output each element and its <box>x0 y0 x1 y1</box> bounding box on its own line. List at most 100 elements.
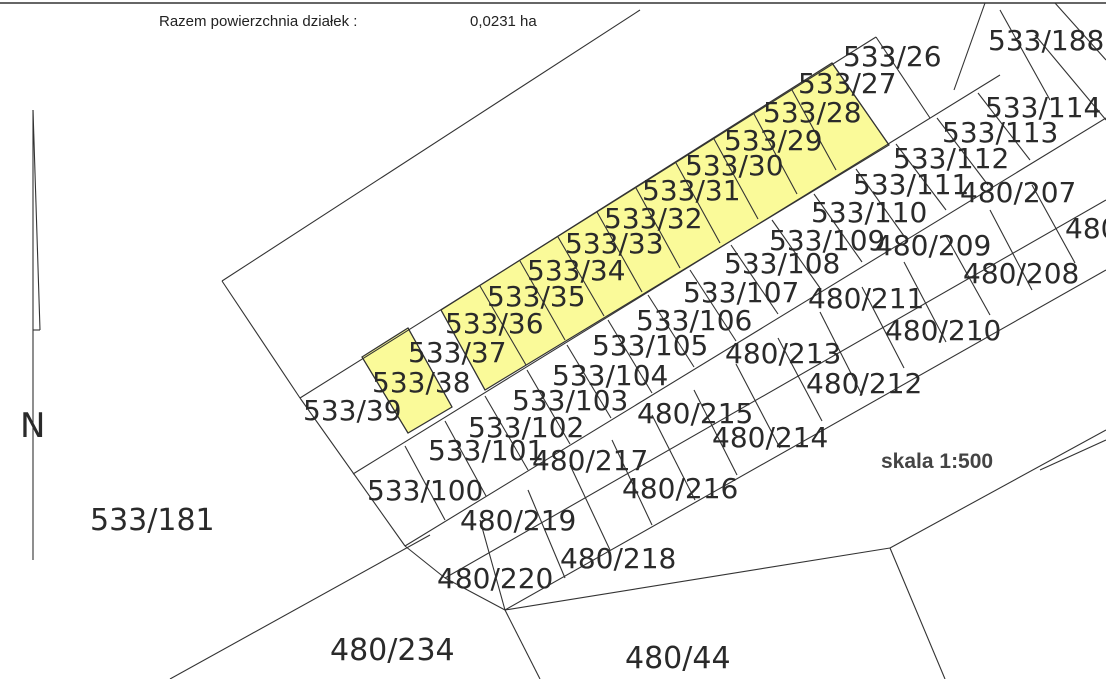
parcel-label-533-32: 533/32 <box>604 202 703 235</box>
parcel-divider-line <box>936 117 989 186</box>
parcel-divider-line <box>361 356 409 434</box>
parcel-divider-line <box>407 327 453 408</box>
parcel-divider-line <box>855 168 905 237</box>
parcel-label-480-213: 480/213 <box>725 337 841 370</box>
parcel-label-533-188: 533/188 <box>988 24 1104 57</box>
parcel-label-480-217: 480/217 <box>532 444 648 477</box>
parcel-divider-line <box>647 294 695 368</box>
parcel-divider-line <box>753 113 798 195</box>
parcel-divider-line <box>566 344 612 419</box>
parcel-label-480-220: 480/220 <box>437 562 553 595</box>
parcel-divider-line <box>735 363 781 449</box>
parcel-label-533-36: 533/36 <box>445 307 544 340</box>
parcel-divider-line <box>713 138 759 220</box>
parcel-divider-line <box>861 286 905 369</box>
parcel-dividers <box>361 36 1076 611</box>
parcel-label-533-112: 533/112 <box>893 142 1009 175</box>
parcel-label-480-209: 480/209 <box>875 229 991 262</box>
area-label: Razem powierzchnia działek : <box>159 13 358 30</box>
parcel-divider-line <box>989 209 1033 291</box>
parcel-label-533-108: 533/108 <box>724 247 840 280</box>
parcel-label-533-39: 533/39 <box>303 394 402 427</box>
parcel-label-480-215: 480/215 <box>637 397 753 430</box>
parcel-label-533-100: 533/100 <box>367 474 483 507</box>
parcel-label-533-35: 533/35 <box>487 280 586 313</box>
parcel-divider-line <box>831 62 890 146</box>
parcel-label-533-110: 533/110 <box>811 196 927 229</box>
parcel-label-533-105: 533/105 <box>592 329 708 362</box>
parcel-divider-line <box>519 260 566 341</box>
parcel-label-480-210: 480/210 <box>885 314 1001 347</box>
parcel-divider-line <box>689 269 737 342</box>
parcel-divider-line <box>771 219 821 289</box>
parcel-lines <box>32 2 1106 680</box>
parcel-divider-line <box>596 211 643 293</box>
parcel-divider-line <box>895 143 947 211</box>
parcel-divider-line <box>903 261 947 343</box>
north-label: N <box>20 406 45 446</box>
parcel-divider-line <box>819 311 863 396</box>
parcel-divider-line <box>557 236 605 317</box>
parcel-divider-line <box>479 285 527 366</box>
parcel-label-533-104: 533/104 <box>552 359 668 392</box>
parcel-label-533-106: 533/106 <box>636 304 752 337</box>
parcel-divider-line <box>651 414 696 501</box>
parcel-label-533-33: 533/33 <box>565 227 664 260</box>
parcel-label-533-26: 533/26 <box>843 40 942 73</box>
scale-label: skala 1:500 <box>881 450 994 473</box>
parcel-divider-line <box>607 319 653 394</box>
parcel-label-533-114: 533/114 <box>985 91 1101 124</box>
parcel-divider-line <box>693 389 738 476</box>
parcel-divider-line <box>440 309 486 391</box>
parcel-divider-line <box>444 420 487 497</box>
parcel-labels: 533/39533/38533/37533/36533/35533/34533/… <box>90 24 1106 676</box>
parcel-divider-line <box>813 193 863 263</box>
parcel-divider-line <box>675 162 721 244</box>
parcel-label-533-28: 533/28 <box>763 96 862 129</box>
parcel-divider-line <box>977 92 1031 161</box>
parcel-label-533-181: 533/181 <box>90 503 215 538</box>
parcel-label-533-103: 533/103 <box>512 384 628 417</box>
parcel-label-533-102: 533/102 <box>468 411 584 444</box>
parcel-divider-line <box>1031 184 1076 264</box>
parcel-divider-line <box>527 489 566 579</box>
parcel-label-480-219: 480/219 <box>460 504 576 537</box>
parcel-divider-line <box>945 235 991 316</box>
parcel-divider-line <box>635 187 681 269</box>
parcel-label-533-109: 533/109 <box>769 224 885 257</box>
parcel-label-533-27: 533/27 <box>798 67 897 100</box>
parcel-label-480-211: 480/211 <box>808 282 924 315</box>
parcel-divider-line <box>484 395 529 471</box>
parcel-label-533-30: 533/30 <box>685 149 784 182</box>
parcel-label-480-214: 480/214 <box>712 421 828 454</box>
parcel-divider-line <box>611 439 653 526</box>
parcel-label-533-31: 533/31 <box>642 174 741 207</box>
parcel-label-533-107: 533/107 <box>683 276 799 309</box>
area-value: 0,0231 ha <box>470 13 537 30</box>
parcel-label-480-234: 480/234 <box>330 633 455 668</box>
parcel-divider-line <box>526 369 571 445</box>
parcel-divider-line <box>479 519 506 611</box>
parcel-divider-line <box>875 36 931 119</box>
parcel-label-480: 480 <box>1065 212 1106 245</box>
parcel-divider-line <box>730 244 779 315</box>
parcel-label-480-218: 480/218 <box>560 542 676 575</box>
parcel-divider-line <box>777 337 823 422</box>
parcel-divider-line <box>791 89 837 171</box>
parcel-label-480-216: 480/216 <box>622 472 738 505</box>
parcel-label-480-212: 480/212 <box>806 367 922 400</box>
parcel-label-533-29: 533/29 <box>724 124 823 157</box>
parcel-label-533-113: 533/113 <box>942 116 1058 149</box>
parcel-label-480-208: 480/208 <box>963 257 1079 290</box>
parcel-divider-line <box>404 445 446 521</box>
parcel-divider-line <box>569 464 611 551</box>
parcel-label-533-111: 533/111 <box>853 168 969 201</box>
parcel-label-480-44: 480/44 <box>625 641 731 676</box>
parcel-label-480-207: 480/207 <box>960 176 1076 209</box>
parcel-label-533-34: 533/34 <box>527 254 626 287</box>
parcel-label-533-101: 533/101 <box>428 434 544 467</box>
parcel-label-533-38: 533/38 <box>372 366 471 399</box>
parcel-label-533-37: 533/37 <box>408 336 507 369</box>
